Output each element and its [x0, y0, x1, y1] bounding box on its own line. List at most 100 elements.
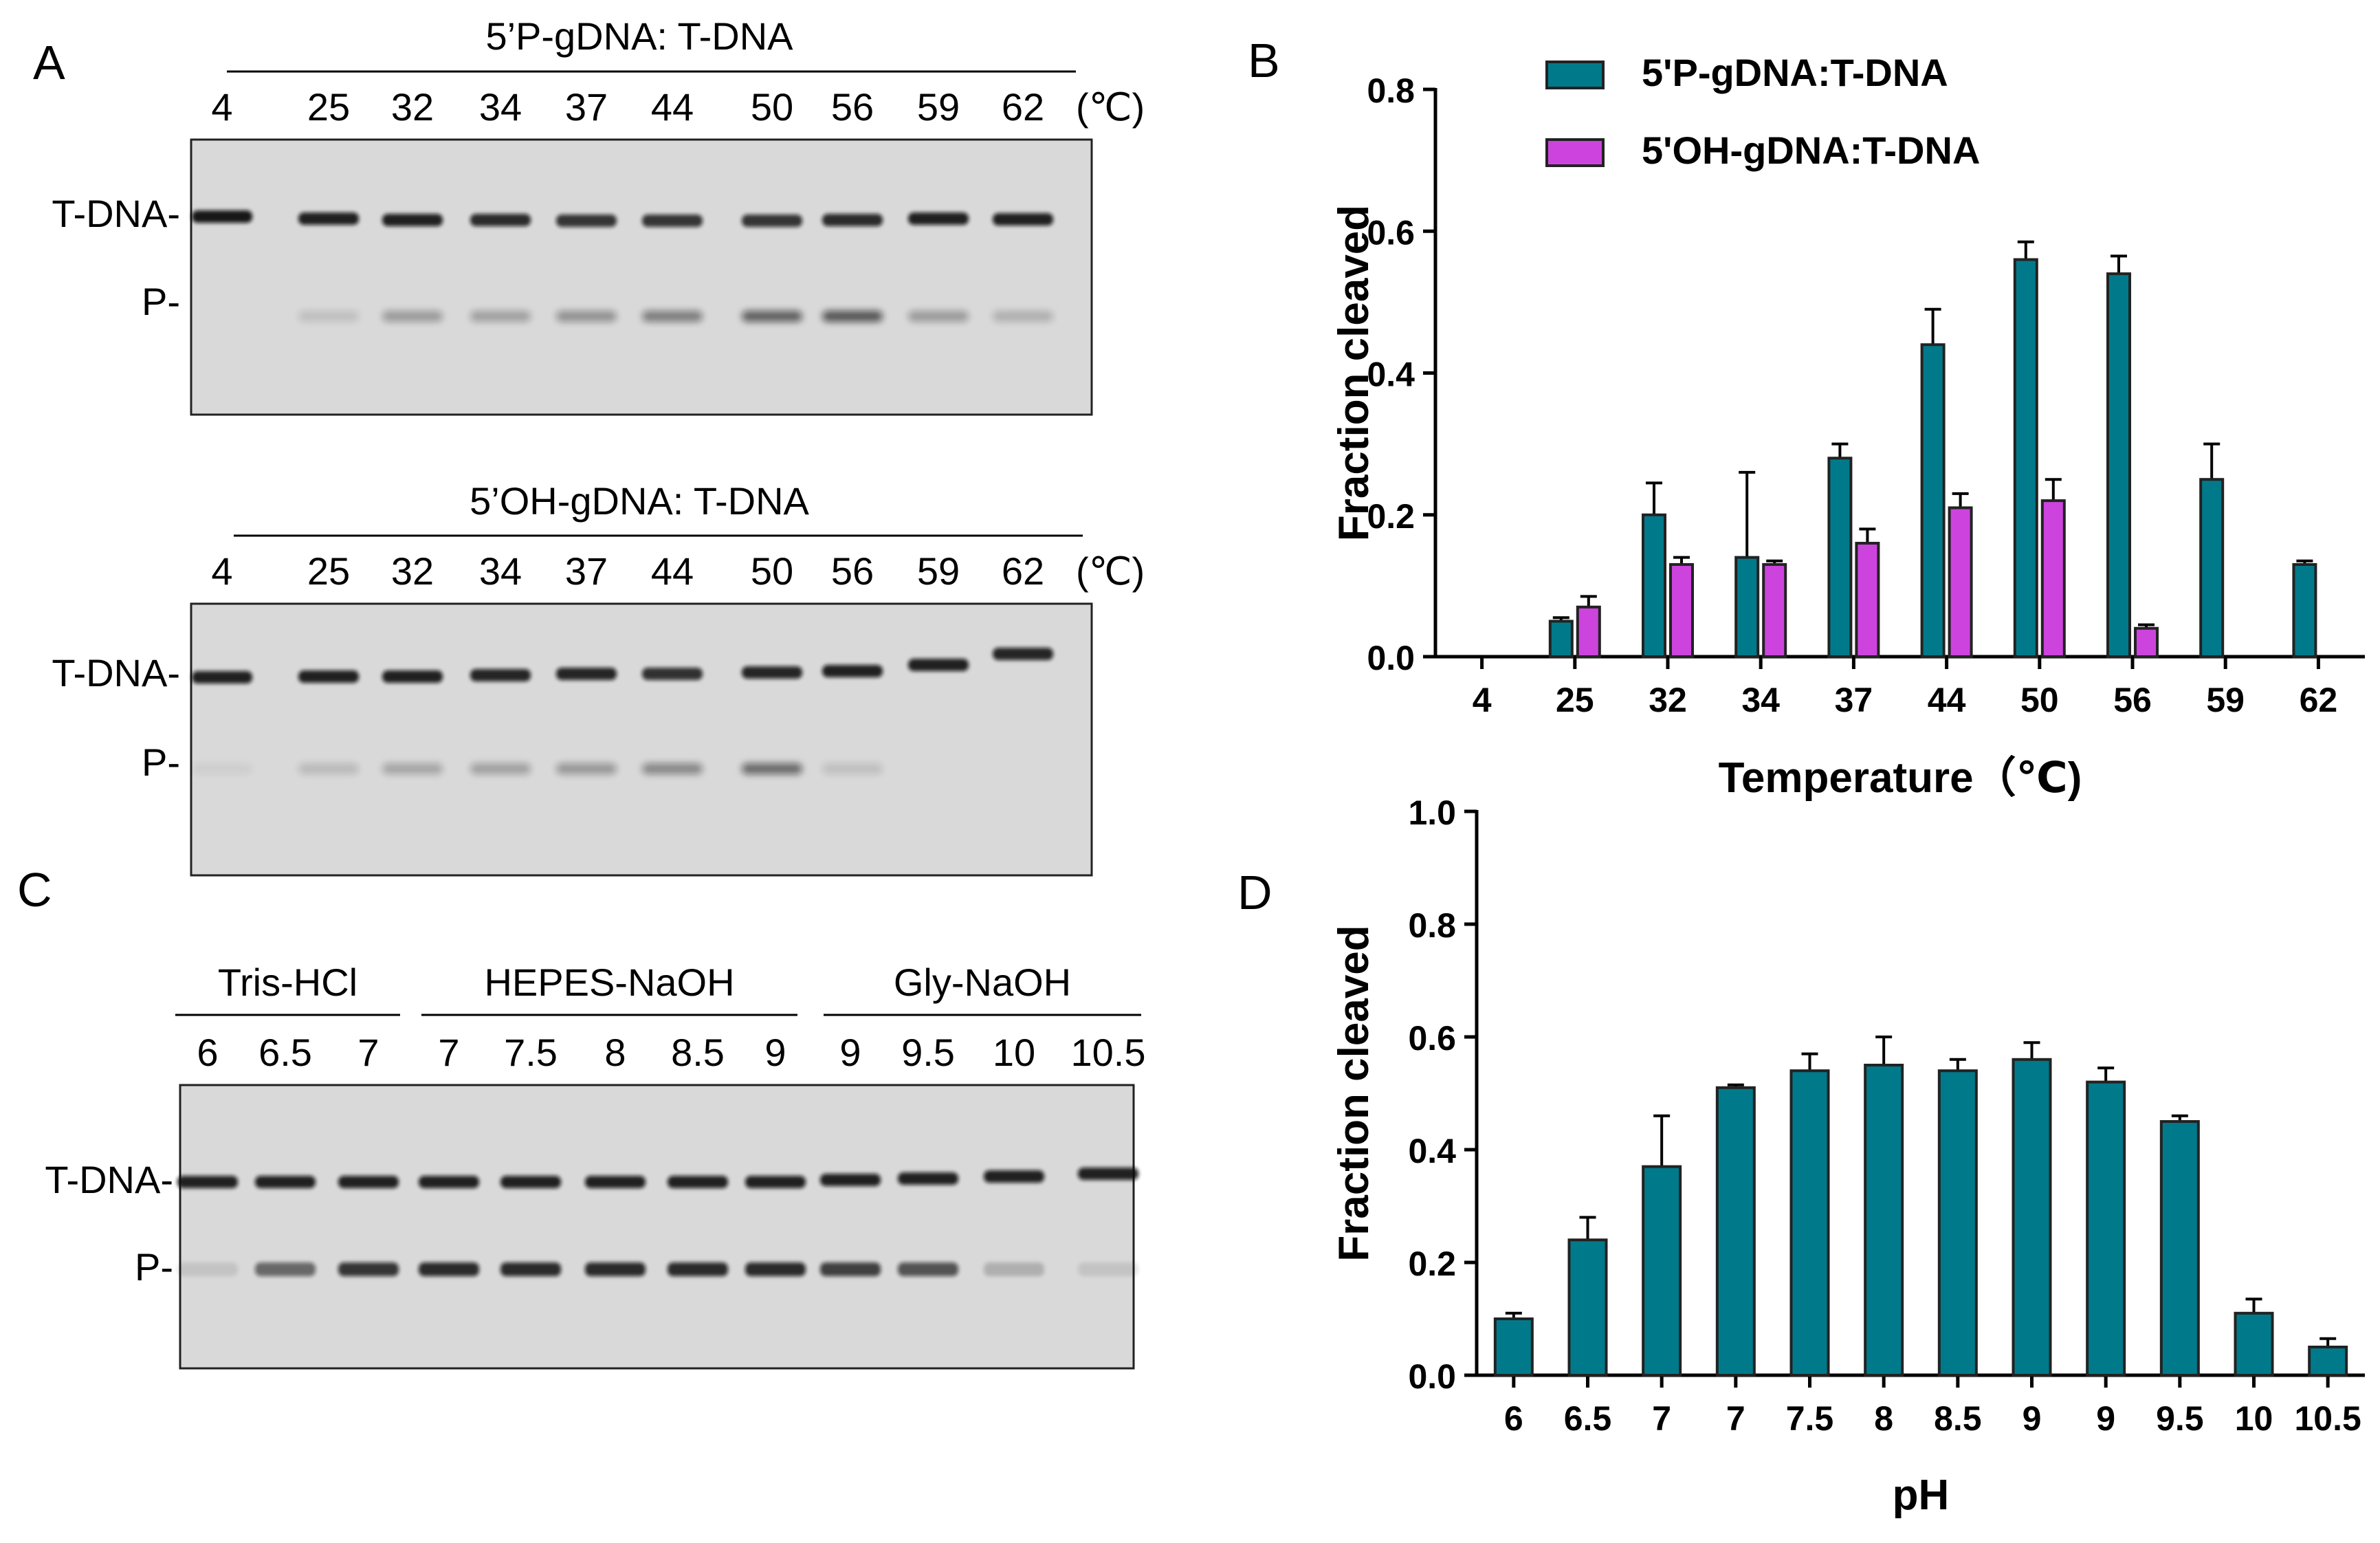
gel-lane-label: 34 — [479, 85, 522, 129]
gel-lane-label: 32 — [391, 549, 434, 593]
gel-lane-label: 6.5 — [258, 1031, 312, 1074]
gel-lane-label: 37 — [565, 549, 608, 593]
gel-lane-label: 44 — [651, 85, 694, 129]
y-tick-label: 0.8 — [1367, 72, 1415, 110]
gel-a2: 5’OH-gDNA: T-DNA 4 25 32 34 37 44 50 56 59 62 (℃)… — [52, 479, 1145, 877]
gel-lane-label: 59 — [917, 549, 960, 593]
gel-c-group-labels: Tris-HCl HEPES-NaOH Gly-NaOH — [175, 961, 1141, 1016]
tdna-band — [585, 1176, 646, 1188]
tdna-band — [822, 665, 883, 677]
gel-lane-label: 4 — [211, 85, 232, 129]
x-tick-label: 4 — [1473, 681, 1492, 719]
bar — [1567, 1238, 1608, 1377]
tdna-band — [745, 1176, 806, 1188]
product-band — [382, 311, 443, 322]
gel-lane-label: 50 — [751, 85, 793, 129]
gel-lane-label: 25 — [307, 549, 350, 593]
x-tick-label: 34 — [1741, 681, 1780, 719]
gel-c: Tris-HCl HEPES-NaOH Gly-NaOH 6 6.5 7 7 7.5 8 8.5… — [45, 961, 1146, 1370]
legend-label: 5'P-gDNA:T-DNA — [1642, 51, 1948, 94]
product-band — [192, 763, 252, 774]
tdna-band — [255, 1176, 316, 1188]
legend-swatch — [1545, 61, 1605, 89]
bar — [2012, 1058, 2052, 1377]
tdna-band — [908, 212, 969, 225]
product-band — [984, 1262, 1044, 1276]
panel-letter-a: A — [33, 36, 65, 89]
tdna-band — [993, 648, 1053, 660]
y-tick-label: 1.0 — [1408, 794, 1456, 832]
product-band — [822, 763, 883, 774]
gel-a2-unit: (℃) — [1076, 549, 1145, 593]
y-tick-label: 0.0 — [1408, 1357, 1456, 1396]
gel-a1-image — [190, 138, 1093, 416]
gel-lane-label: 7 — [357, 1031, 379, 1074]
gel-a1-bands — [192, 210, 1053, 322]
tdna-band — [382, 670, 443, 683]
y-tick-label: 0.6 — [1408, 1019, 1456, 1058]
gel-lane-label: 32 — [391, 85, 434, 129]
x-tick-label: 8 — [1874, 1399, 1893, 1438]
x-tick-label: 9.5 — [2156, 1399, 2204, 1438]
gel-c-group-name: HEPES-NaOH — [484, 961, 734, 1004]
product-band — [1078, 1262, 1138, 1276]
x-tick-label: 25 — [1556, 681, 1594, 719]
y-tick-label: 0.8 — [1408, 906, 1456, 945]
bar — [1642, 513, 1666, 658]
product-band — [298, 763, 359, 774]
bar — [1548, 620, 1574, 658]
product-band — [745, 1262, 806, 1276]
gel-c-p-label: P- — [135, 1245, 173, 1289]
x-tick-label: 32 — [1649, 681, 1687, 719]
x-tick-label: 59 — [2206, 681, 2245, 719]
gel-lane-label: 44 — [651, 549, 694, 593]
tdna-band — [742, 215, 802, 227]
tdna-band — [742, 666, 802, 679]
gel-a1: 5’P-gDNA: T-DNA 4 25 32 34 37 44 50 56 59 62 (℃) … — [52, 14, 1145, 416]
tdna-band — [338, 1176, 399, 1188]
bar — [2199, 478, 2225, 658]
x-tick-label: 10 — [2235, 1399, 2273, 1438]
gel-lane-label: 59 — [917, 85, 960, 129]
gel-c-group-name: Gly-NaOH — [894, 961, 1071, 1004]
gel-a2-title: 5’OH-gDNA: T-DNA — [470, 479, 809, 523]
bar — [1576, 605, 1601, 658]
bar — [1948, 506, 1973, 658]
gel-lane-label: 4 — [211, 549, 232, 593]
product-band — [255, 1262, 316, 1276]
y-axis-title: Fraction cleaved — [1330, 925, 1378, 1261]
gel-lane-label: 37 — [565, 85, 608, 129]
product-band — [642, 311, 703, 322]
bar — [2040, 499, 2066, 658]
tdna-band — [419, 1176, 479, 1188]
tdna-band — [177, 1176, 238, 1188]
x-tick-label: 7 — [1726, 1399, 1745, 1438]
y-tick-label: 0.6 — [1367, 213, 1415, 252]
bar — [2086, 1080, 2126, 1377]
x-axis-title: pH — [1893, 1471, 1950, 1519]
product-band — [742, 311, 802, 322]
gel-c-tdna-label: T-DNA- — [45, 1158, 173, 1201]
tdna-band — [1078, 1168, 1138, 1180]
tdna-band — [298, 212, 359, 225]
tdna-band — [642, 215, 703, 227]
product-band — [470, 763, 531, 774]
gel-lane-label: 9 — [839, 1031, 861, 1074]
tdna-band — [500, 1176, 561, 1188]
gel-lane-label: 25 — [307, 85, 350, 129]
bar — [2292, 562, 2317, 658]
x-tick-label: 7 — [1652, 1399, 1671, 1438]
gel-lane-label: 10.5 — [1071, 1031, 1146, 1074]
tdna-band — [642, 668, 703, 680]
bar — [2013, 258, 2038, 658]
bar — [2134, 626, 2159, 658]
tdna-band — [556, 668, 617, 680]
product-band — [419, 1262, 479, 1276]
gel-a2-tdna-label: T-DNA- — [52, 651, 180, 694]
product-band — [822, 311, 883, 322]
gel-a1-p-label: P- — [142, 280, 180, 323]
product-band — [585, 1262, 646, 1276]
x-tick-label: 56 — [2113, 681, 2152, 719]
gel-a1-unit: (℃) — [1076, 85, 1145, 129]
gel-lane-label: 56 — [831, 549, 874, 593]
